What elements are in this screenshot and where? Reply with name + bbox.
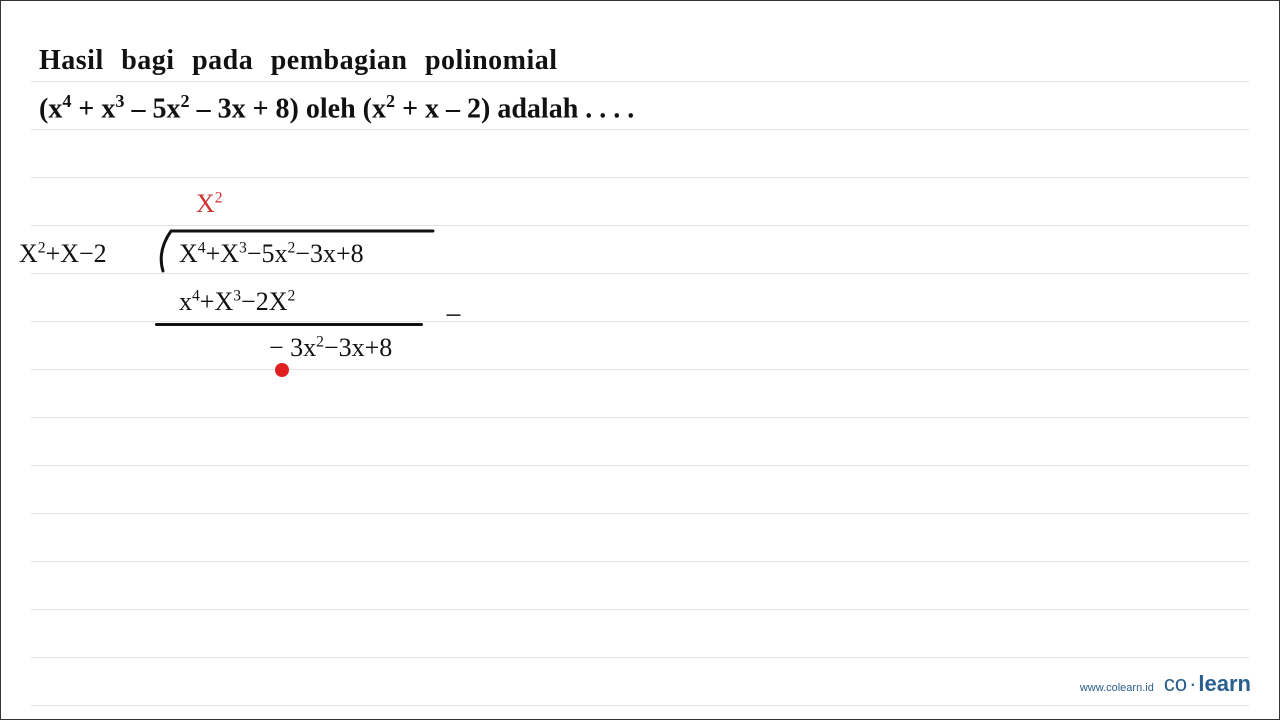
- subtraction-sign: −: [445, 299, 462, 333]
- logo-prefix: co: [1164, 671, 1187, 696]
- subtrahend-product: x4+X3−2X2: [179, 287, 295, 317]
- problem-statement: Hasil bagi pada pembagian polinomial (x4…: [39, 41, 634, 130]
- dividend-expression: X4+X3−5x2−3x+8: [179, 239, 364, 269]
- remainder-expression: − 3x2−3x+8: [269, 333, 392, 363]
- divisor-expression: X2+X−2: [19, 239, 107, 269]
- logo-dot: ·: [1189, 671, 1196, 696]
- quotient-term: X2: [196, 189, 223, 219]
- problem-line-1: Hasil bagi pada pembagian polinomial: [39, 41, 634, 82]
- problem-line-2: (x4 + x3 – 5x2 – 3x + 8) oleh (x2 + x – …: [39, 88, 634, 130]
- logo-suffix: learn: [1198, 671, 1251, 696]
- footer-branding: www.colearn.id co·learn: [1080, 671, 1251, 697]
- subtraction-underline: [155, 323, 423, 326]
- footer-logo: co·learn: [1164, 671, 1251, 697]
- footer-url: www.colearn.id: [1080, 682, 1154, 694]
- pointer-dot-icon: [275, 363, 289, 377]
